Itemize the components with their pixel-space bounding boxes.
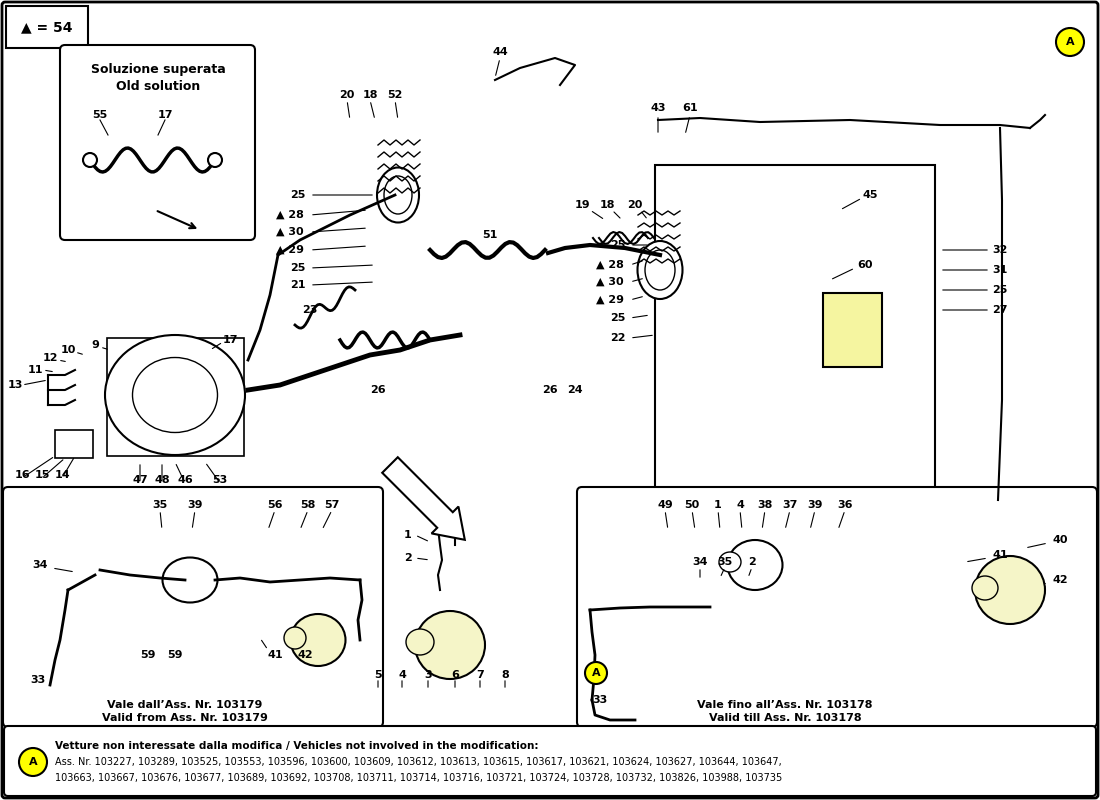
Text: 33: 33 (593, 695, 607, 705)
Text: 50: 50 (684, 500, 700, 510)
Text: 27: 27 (992, 305, 1008, 315)
Text: 1: 1 (404, 530, 411, 540)
Text: ▲ = 54: ▲ = 54 (21, 20, 73, 34)
FancyArrow shape (382, 458, 465, 540)
Text: 45: 45 (862, 190, 878, 200)
Text: 4: 4 (398, 670, 406, 680)
Text: 41: 41 (992, 550, 1008, 560)
Ellipse shape (384, 176, 412, 214)
Text: 17: 17 (222, 335, 238, 345)
Text: 42: 42 (1053, 575, 1068, 585)
Text: ▲ 28: ▲ 28 (276, 210, 304, 220)
Text: 39: 39 (807, 500, 823, 510)
FancyBboxPatch shape (55, 430, 94, 458)
Ellipse shape (406, 629, 434, 655)
Ellipse shape (638, 241, 682, 299)
Text: 35: 35 (153, 500, 167, 510)
Text: Vale fino all’Ass. Nr. 103178: Vale fino all’Ass. Nr. 103178 (697, 700, 872, 710)
Text: 35: 35 (717, 557, 733, 567)
Text: Ass. Nr. 103227, 103289, 103525, 103553, 103596, 103600, 103609, 103612, 103613,: Ass. Nr. 103227, 103289, 103525, 103553,… (55, 757, 782, 767)
Ellipse shape (727, 540, 782, 590)
Circle shape (208, 153, 222, 167)
Text: Valid till Ass. Nr. 103178: Valid till Ass. Nr. 103178 (708, 713, 861, 723)
Text: Vale dall’Ass. Nr. 103179: Vale dall’Ass. Nr. 103179 (108, 700, 263, 710)
Text: 57: 57 (324, 500, 340, 510)
Text: 6: 6 (451, 670, 459, 680)
Text: A: A (592, 668, 601, 678)
Ellipse shape (972, 576, 998, 600)
Text: 37: 37 (782, 500, 797, 510)
FancyBboxPatch shape (107, 338, 244, 456)
Text: 25: 25 (610, 240, 626, 250)
Text: 11: 11 (28, 365, 43, 375)
Text: A: A (1066, 37, 1075, 47)
Text: 2: 2 (404, 553, 411, 563)
Ellipse shape (415, 611, 485, 679)
Text: 36: 36 (837, 500, 852, 510)
Text: 15: 15 (34, 470, 50, 480)
Text: 14: 14 (54, 470, 69, 480)
Text: 17: 17 (157, 110, 173, 120)
Text: Soluzione superata: Soluzione superata (90, 63, 226, 77)
Text: 47: 47 (132, 475, 147, 485)
Text: 34: 34 (692, 557, 707, 567)
Ellipse shape (377, 167, 419, 222)
Text: parts shop: parts shop (239, 162, 971, 590)
Text: 7: 7 (476, 670, 484, 680)
Text: 3: 3 (425, 670, 432, 680)
Text: Old solution: Old solution (116, 79, 200, 93)
Text: 34: 34 (32, 560, 47, 570)
Ellipse shape (104, 335, 245, 455)
Text: 13: 13 (8, 380, 23, 390)
Text: 16: 16 (14, 470, 30, 480)
Text: 52: 52 (387, 90, 403, 100)
Text: 1: 1 (714, 500, 722, 510)
Text: 21: 21 (290, 280, 306, 290)
Circle shape (1056, 28, 1084, 56)
Circle shape (585, 662, 607, 684)
Text: 8: 8 (502, 670, 509, 680)
Ellipse shape (163, 558, 218, 602)
Text: 20: 20 (339, 90, 354, 100)
Text: 44: 44 (492, 47, 508, 57)
Text: 22: 22 (610, 333, 626, 343)
Text: 59: 59 (141, 650, 156, 660)
Text: 25: 25 (290, 263, 306, 273)
Text: 53: 53 (212, 475, 228, 485)
Text: 43: 43 (650, 103, 666, 113)
Text: 58: 58 (300, 500, 316, 510)
Text: 31: 31 (992, 265, 1008, 275)
Ellipse shape (645, 250, 675, 290)
Text: 46: 46 (177, 475, 192, 485)
Text: 59: 59 (167, 650, 183, 660)
Circle shape (82, 153, 97, 167)
FancyBboxPatch shape (654, 165, 935, 505)
Text: 48: 48 (154, 475, 169, 485)
Ellipse shape (719, 552, 741, 572)
Text: 10: 10 (60, 345, 76, 355)
Ellipse shape (290, 614, 345, 666)
Text: 20: 20 (627, 200, 642, 210)
Text: 4: 4 (736, 500, 744, 510)
Text: 51: 51 (482, 230, 497, 240)
Text: ▲ 28: ▲ 28 (596, 260, 624, 270)
Text: 41: 41 (267, 650, 283, 660)
Text: 49: 49 (657, 500, 673, 510)
Text: 61: 61 (682, 103, 697, 113)
Text: ▲ 30: ▲ 30 (596, 277, 624, 287)
Text: ▲ 29: ▲ 29 (276, 245, 304, 255)
Text: 26: 26 (542, 385, 558, 395)
Text: 24: 24 (568, 385, 583, 395)
Text: 19: 19 (575, 200, 591, 210)
Text: 33: 33 (31, 675, 45, 685)
Text: 2: 2 (748, 557, 756, 567)
Text: 38: 38 (757, 500, 772, 510)
Text: 32: 32 (992, 245, 1008, 255)
FancyBboxPatch shape (578, 487, 1097, 727)
Circle shape (19, 748, 47, 776)
FancyBboxPatch shape (4, 726, 1096, 796)
Ellipse shape (284, 627, 306, 649)
Text: 18: 18 (362, 90, 377, 100)
Text: 25: 25 (610, 313, 626, 323)
